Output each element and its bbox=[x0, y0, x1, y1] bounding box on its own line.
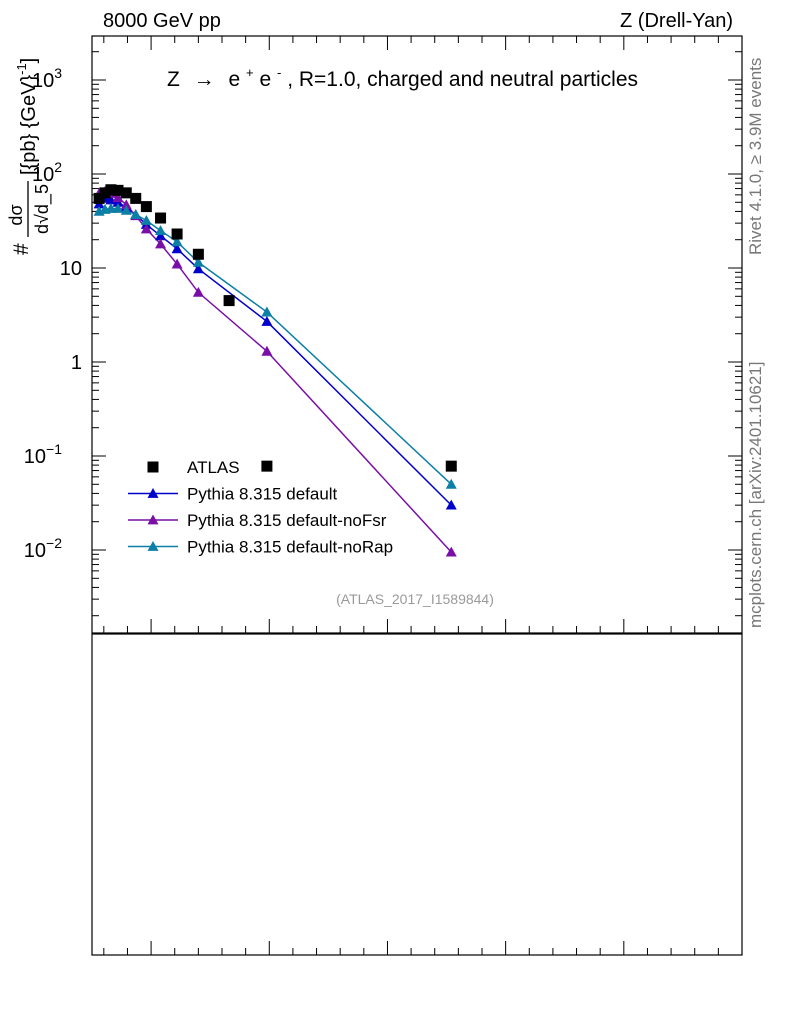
y-label-numerator: dσ bbox=[6, 204, 26, 225]
y-tick-label: 10 bbox=[60, 258, 82, 280]
mc-point-3 bbox=[120, 204, 132, 215]
title-arrow: → bbox=[194, 68, 215, 91]
mc-point-3 bbox=[171, 236, 183, 247]
mc-point-2 bbox=[171, 258, 183, 269]
legend: ATLAS Pythia 8.315 default Pythia 8.315 de… bbox=[128, 458, 393, 557]
legend-label: Pythia 8.315 default bbox=[187, 485, 338, 504]
legend-label: Pythia 8.315 default-noFsr bbox=[187, 511, 387, 530]
y-tick-exponent: 3 bbox=[54, 65, 62, 81]
y-label-units-text: [{pb} {GeV} bbox=[18, 75, 40, 175]
y-tick-label: 1 bbox=[71, 352, 82, 374]
y-tick-base: 10 bbox=[24, 446, 46, 468]
title-plus: + bbox=[246, 65, 254, 80]
legend-label: Pythia 8.315 default-noRap bbox=[187, 538, 393, 557]
mc-point-2 bbox=[445, 546, 457, 557]
title-e2: e bbox=[259, 68, 271, 91]
y-tick-exponent: −2 bbox=[46, 535, 62, 551]
title-z: Z bbox=[167, 68, 180, 91]
series-line-3 bbox=[98, 207, 452, 485]
data-point-atlas bbox=[93, 192, 105, 204]
data-point-atlas bbox=[130, 192, 142, 204]
series-layer bbox=[93, 184, 457, 557]
y-tick-base: 10 bbox=[32, 164, 54, 186]
y-tick-label: 103 bbox=[32, 65, 62, 92]
energy-label: 8000 GeV pp bbox=[103, 10, 221, 32]
mc-point-3 bbox=[130, 209, 142, 219]
mc-point-1 bbox=[261, 315, 273, 326]
title-rest: , R=1.0, charged and neutral particles bbox=[287, 68, 638, 91]
mc-point-2 bbox=[192, 286, 204, 297]
y-tick-base: 10 bbox=[24, 540, 46, 562]
data-point-atlas bbox=[155, 212, 167, 224]
mc-point-2 bbox=[140, 223, 152, 234]
mc-point-2 bbox=[155, 238, 167, 249]
mc-point-3 bbox=[445, 478, 457, 489]
y-tick-exponent: 2 bbox=[54, 159, 62, 175]
y-tick-base: 10 bbox=[60, 258, 82, 280]
y-tick-label: 10−2 bbox=[24, 535, 62, 562]
y-label-denominator: d√d_5 bbox=[32, 184, 53, 234]
y-tick-base: 10 bbox=[32, 70, 54, 92]
data-point-atlas bbox=[261, 460, 273, 472]
data-point-atlas bbox=[99, 187, 111, 199]
mc-point-1 bbox=[171, 243, 183, 254]
analysis-id: (ATLAS_2017_I1589844) bbox=[336, 591, 494, 607]
series-line-1 bbox=[98, 197, 452, 506]
mc-point-2 bbox=[120, 199, 132, 210]
ratio-plot-frame bbox=[91, 633, 743, 956]
data-point-atlas bbox=[192, 248, 204, 260]
legend-marker bbox=[147, 514, 159, 525]
rivet-label: Rivet 4.1.0, ≥ 3.9M events bbox=[746, 58, 765, 255]
y-label-units: [{pb} {GeV}-1] bbox=[14, 58, 40, 175]
y-tick-base: 1 bbox=[71, 352, 82, 374]
y-label-prefix: # bbox=[10, 243, 33, 255]
y-axis-label: # dσ d√d_5 [{pb} {GeV}-1] bbox=[6, 58, 53, 255]
legend-marker bbox=[147, 461, 159, 473]
data-point-atlas bbox=[112, 184, 124, 196]
mc-point-3 bbox=[112, 202, 124, 213]
mc-point-3 bbox=[192, 256, 204, 267]
title-e1: e bbox=[229, 68, 241, 91]
y-tick-exponent: −1 bbox=[46, 441, 62, 457]
mc-point-3 bbox=[261, 306, 273, 317]
mc-point-1 bbox=[192, 263, 204, 274]
y-tick-label: 10−1 bbox=[24, 441, 62, 468]
mc-point-1 bbox=[445, 499, 457, 510]
mcplots-label: mcplots.cern.ch [arXiv:2401.10621] bbox=[746, 362, 765, 628]
data-point-atlas bbox=[445, 460, 457, 472]
data-point-atlas bbox=[120, 187, 132, 199]
mc-point-2 bbox=[112, 192, 124, 203]
data-point-atlas bbox=[171, 228, 183, 240]
legend-marker bbox=[147, 488, 159, 498]
title-minus: - bbox=[277, 65, 281, 80]
legend-marker bbox=[147, 541, 159, 551]
data-point-atlas bbox=[105, 184, 117, 196]
x-axis-ticks bbox=[103, 36, 719, 955]
mc-point-3 bbox=[105, 202, 117, 213]
y-label-units-close: ] bbox=[18, 58, 40, 64]
mc-point-1 bbox=[155, 230, 167, 241]
y-tick-label: 102 bbox=[32, 159, 62, 186]
mc-point-3 bbox=[140, 215, 152, 225]
mc-point-3 bbox=[155, 225, 167, 235]
legend-label: ATLAS bbox=[187, 458, 240, 477]
main-plot-frame bbox=[91, 35, 743, 634]
mc-point-2 bbox=[261, 345, 273, 356]
data-point-atlas bbox=[140, 201, 152, 213]
y-label-units-sup: -1 bbox=[14, 63, 29, 75]
data-point-atlas bbox=[223, 295, 235, 307]
chart-title: Z → e + e - , R=1.0, charged and neutral… bbox=[167, 59, 638, 91]
process-label: Z (Drell-Yan) bbox=[620, 10, 733, 32]
